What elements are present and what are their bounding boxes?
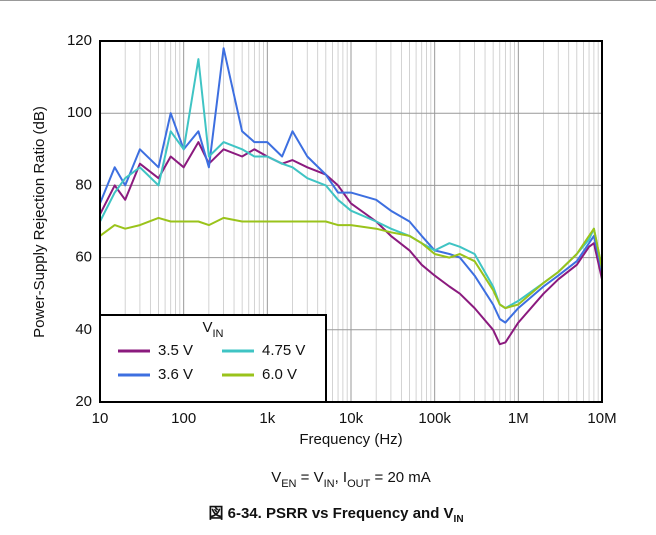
series-line xyxy=(100,216,602,310)
x-tick-label: 10 xyxy=(92,410,109,427)
legend-label: 6.0 V xyxy=(262,366,297,383)
legend-label: 3.6 V xyxy=(158,366,193,383)
text-part: V xyxy=(202,319,212,336)
text-part: = V xyxy=(296,469,323,486)
x-tick-label: 100 xyxy=(171,410,196,427)
x-tick-label: 10k xyxy=(339,410,364,427)
text-part: , I xyxy=(335,469,348,486)
legend-title: VIN xyxy=(202,319,223,340)
x-tick-label: 100k xyxy=(418,410,451,427)
x-axis-label: Frequency (Hz) xyxy=(299,431,402,448)
y-tick-label: 100 xyxy=(67,104,92,121)
text-part: 図 6-34. PSRR vs Frequency and V xyxy=(208,505,453,522)
y-axis-label: Power-Supply Rejection Ratio (dB) xyxy=(31,106,48,338)
subscript: EN xyxy=(281,478,296,490)
x-tick-label: 1M xyxy=(508,410,529,427)
text-part: V xyxy=(271,469,281,486)
legend-box xyxy=(99,314,327,403)
legend-label: 4.75 V xyxy=(262,342,305,359)
plot-frame xyxy=(99,40,603,403)
legend-label: 3.5 V xyxy=(158,342,193,359)
series-line xyxy=(100,141,602,346)
y-tick-label: 40 xyxy=(75,321,92,338)
y-tick-label: 80 xyxy=(75,176,92,193)
series-line xyxy=(100,58,602,310)
subscript: OUT xyxy=(347,478,371,490)
subscript: IN xyxy=(454,514,464,525)
subscript: IN xyxy=(324,478,335,490)
caption: VEN = VIN, IOUT = 20 mA xyxy=(271,469,431,490)
y-tick-label: 120 xyxy=(67,32,92,49)
x-tick-label: 1k xyxy=(259,410,275,427)
text-part: = 20 mA xyxy=(370,469,430,486)
figure-title: 図 6-34. PSRR vs Frequency and VIN xyxy=(208,505,463,525)
y-tick-label: 60 xyxy=(75,249,92,266)
x-tick-label: 10M xyxy=(587,410,616,427)
subscript: IN xyxy=(213,328,224,340)
y-tick-label: 20 xyxy=(75,393,92,410)
